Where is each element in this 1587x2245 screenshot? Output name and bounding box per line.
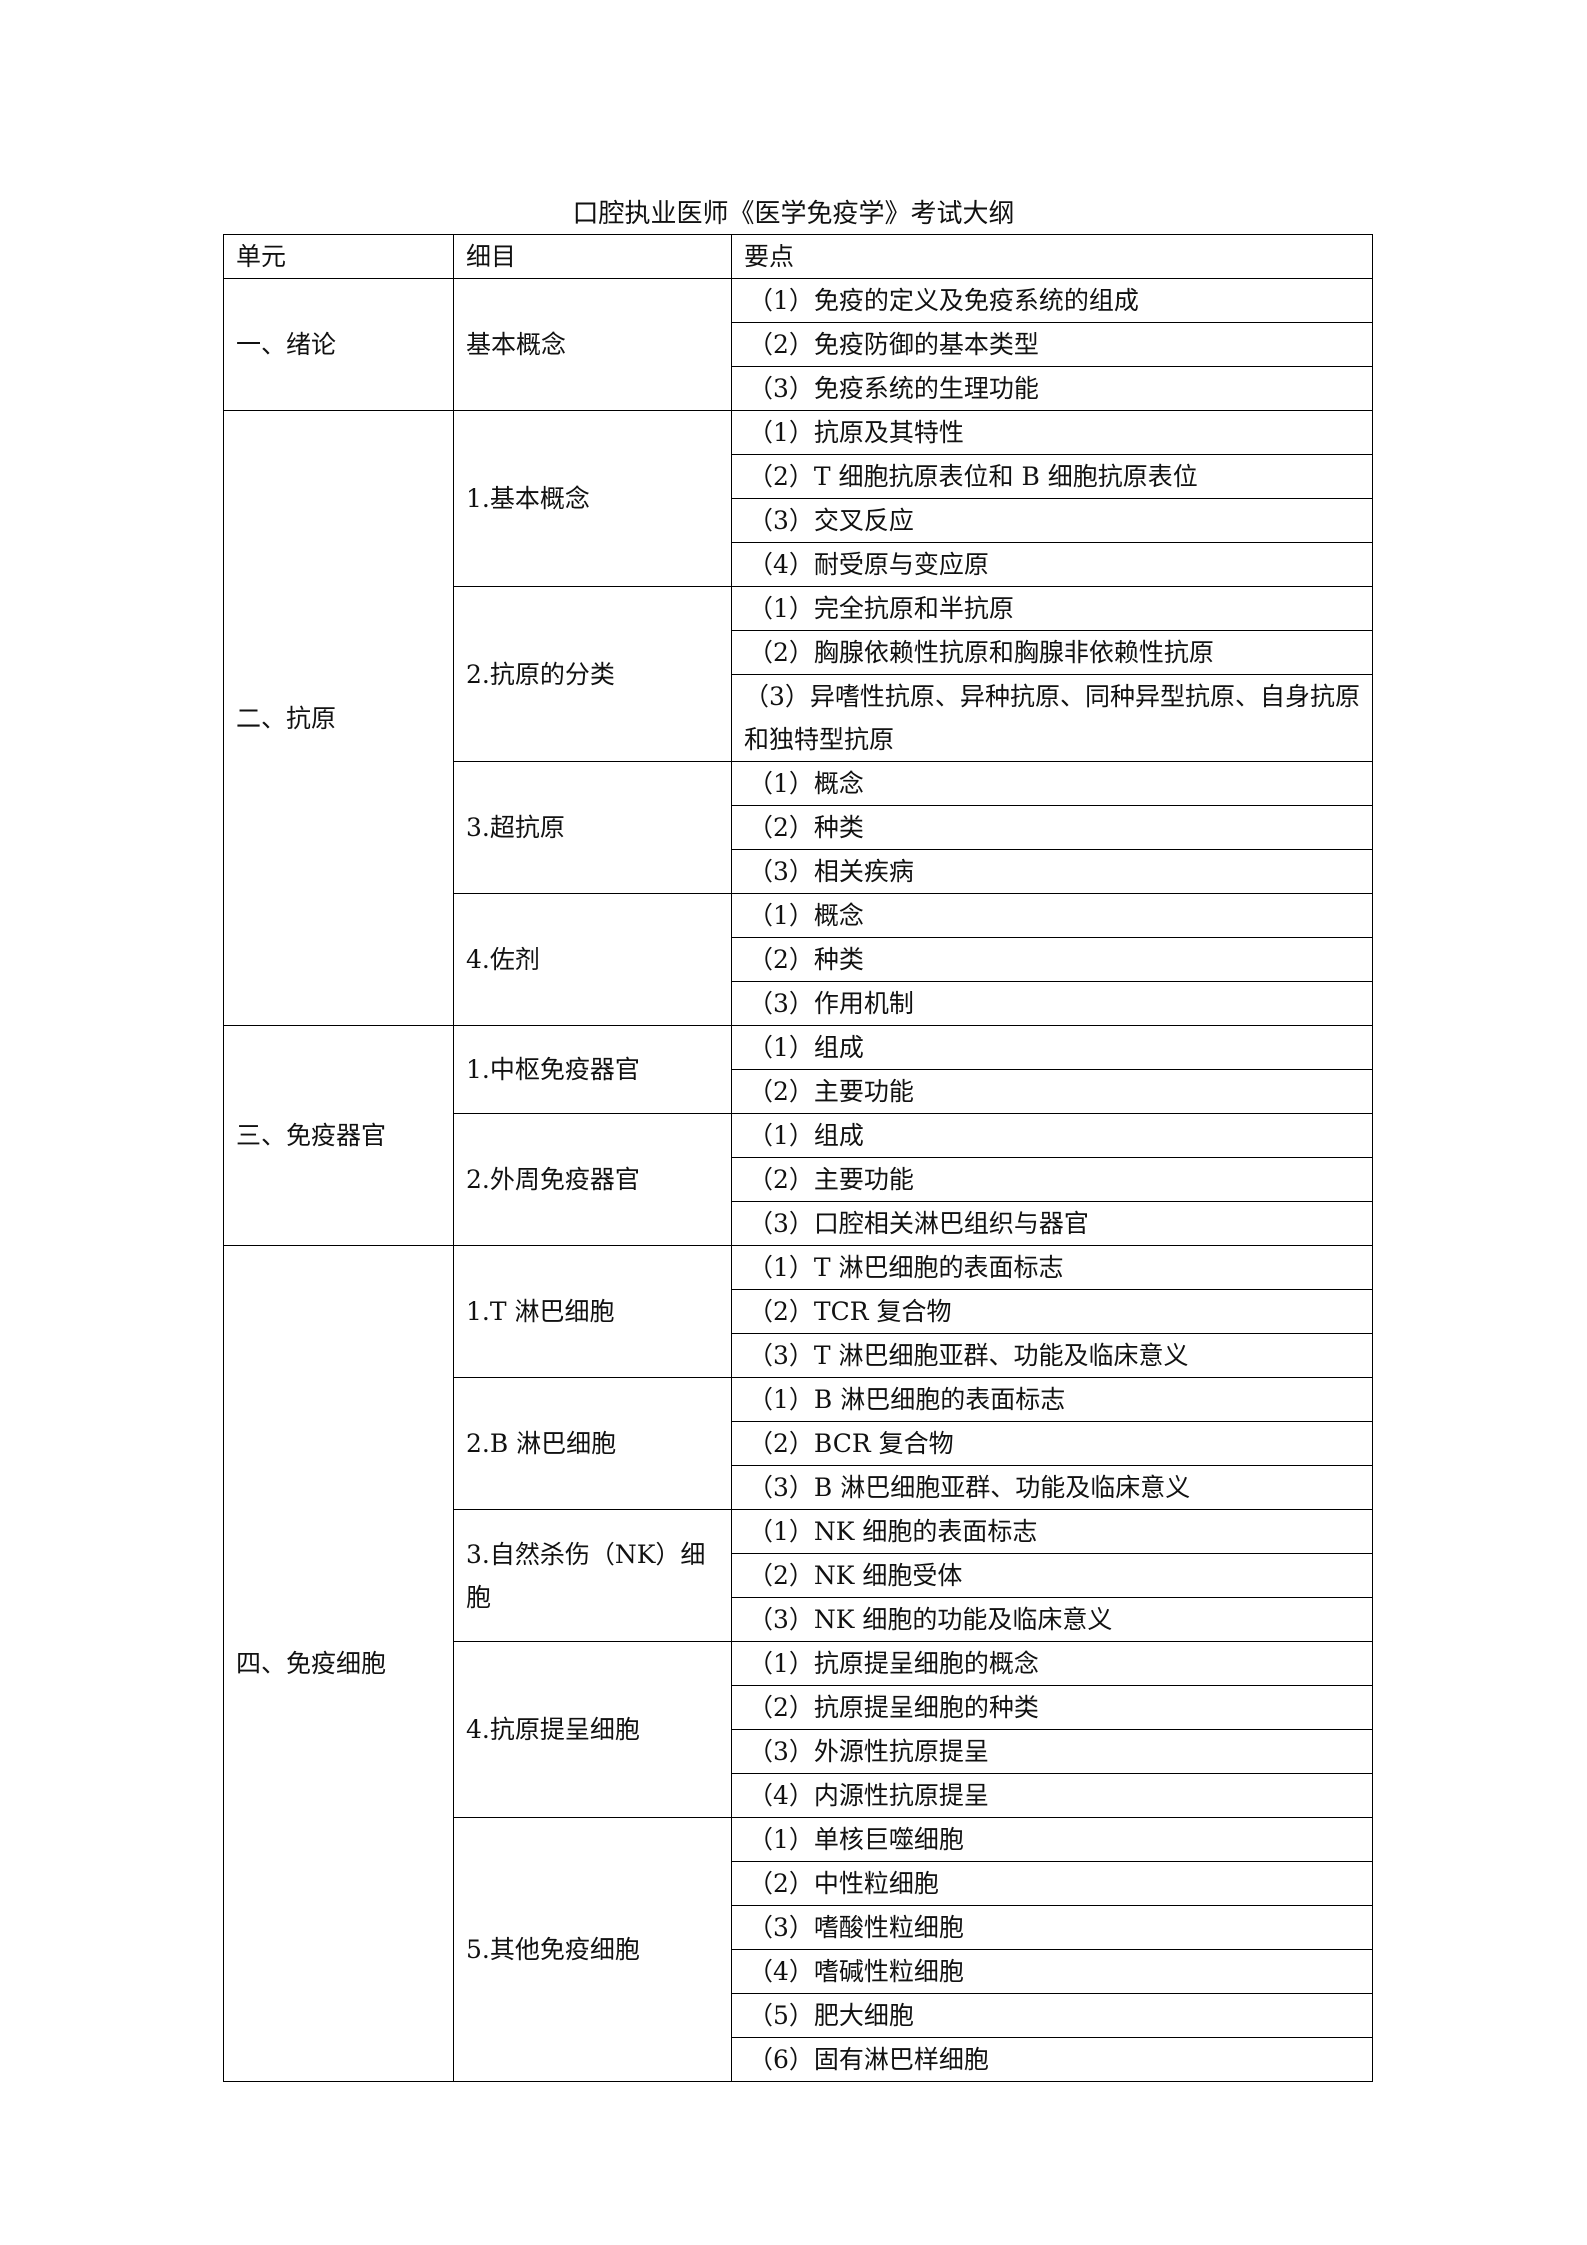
point-cell: （2）抗原提呈细胞的种类	[731, 1685, 1373, 1730]
point-cell: （1）概念	[731, 893, 1373, 938]
point-cell: （1）B 淋巴细胞的表面标志	[731, 1377, 1373, 1422]
point-cell: （4）内源性抗原提呈	[731, 1773, 1373, 1818]
item-cell: 2.抗原的分类	[453, 586, 732, 762]
point-cell: （1）抗原及其特性	[731, 410, 1373, 455]
point-cell: （1）组成	[731, 1025, 1373, 1070]
point-cell: （1）组成	[731, 1113, 1373, 1158]
table-row: 一、绪论 基本概念 （1）免疫的定义及免疫系统的组成	[223, 278, 1373, 411]
point-cell: （3）免疫系统的生理功能	[731, 366, 1373, 411]
table-row: （3）异嗜性抗原、异种抗原、同种异型抗原、自身抗原和独特型抗原	[224, 674, 1373, 762]
syllabus-table: 单元 细目 要点 一、绪论 基本概念 （1）免疫的定义及免疫系统的组成 （2）免疫防御…	[223, 234, 1373, 2082]
table-row: （2）主要功能	[224, 1069, 1373, 1114]
table-row: （2）NK 细胞受体	[224, 1553, 1373, 1598]
point-cell: （3）T 淋巴细胞亚群、功能及临床意义	[731, 1333, 1373, 1378]
item-cell: 1.T 淋巴细胞	[453, 1245, 732, 1378]
header-unit: 单元	[223, 234, 454, 279]
point-cell: （4）嗜碱性粒细胞	[731, 1949, 1373, 1994]
point-cell: （3）嗜酸性粒细胞	[731, 1905, 1373, 1950]
point-cell: （2）种类	[731, 937, 1373, 982]
point-cell: （2）主要功能	[731, 1069, 1373, 1114]
item-cell: 2.B 淋巴细胞	[453, 1377, 732, 1510]
item-cell: 5.其他免疫细胞	[453, 1817, 732, 2082]
item-cell: 基本概念	[453, 278, 732, 411]
table-row: 3.自然杀伤（NK）细胞 （1）NK 细胞的表面标志	[224, 1509, 1373, 1642]
table-row: 2.外周免疫器官 （1）组成	[224, 1113, 1373, 1246]
table-row: （2）TCR 复合物	[224, 1289, 1373, 1334]
point-cell: （1）T 淋巴细胞的表面标志	[731, 1245, 1373, 1290]
point-cell: （1）概念	[731, 761, 1373, 806]
table-row: （2）胸腺依赖性抗原和胸腺非依赖性抗原	[224, 630, 1373, 675]
table-row: 4.抗原提呈细胞 （1）抗原提呈细胞的概念	[224, 1641, 1373, 1818]
point-cell: （1）免疫的定义及免疫系统的组成	[731, 278, 1373, 323]
point-cell: （3）NK 细胞的功能及临床意义	[731, 1597, 1373, 1642]
table-row: （2）主要功能	[224, 1157, 1373, 1202]
point-cell: （2）胸腺依赖性抗原和胸腺非依赖性抗原	[731, 630, 1373, 675]
table-row: （2）免疫防御的基本类型	[224, 322, 1373, 367]
table-row: 4.佐剂 （1）概念	[224, 893, 1373, 1026]
header-points: 要点	[731, 234, 1373, 279]
table-row: （3）嗜酸性粒细胞	[224, 1905, 1373, 1950]
table-row: 二、抗原 1.基本概念 （1）抗原及其特性	[223, 410, 1373, 1026]
point-cell: （1）完全抗原和半抗原	[731, 586, 1373, 631]
table-row: （2）种类	[224, 937, 1373, 982]
unit-cell: 三、免疫器官	[223, 1025, 454, 1246]
point-cell: （2）TCR 复合物	[731, 1289, 1373, 1334]
point-cell: （2）中性粒细胞	[731, 1861, 1373, 1906]
item-cell: 2.外周免疫器官	[453, 1113, 732, 1246]
point-cell: （1）抗原提呈细胞的概念	[731, 1641, 1373, 1686]
document-title: 口腔执业医师《医学免疫学》考试大纲	[572, 199, 1015, 229]
point-cell: （4）耐受原与变应原	[731, 542, 1373, 587]
point-cell: （3）外源性抗原提呈	[731, 1729, 1373, 1774]
point-cell: （3）B 淋巴细胞亚群、功能及临床意义	[731, 1465, 1373, 1510]
table-row: （3）外源性抗原提呈	[224, 1729, 1373, 1774]
point-cell: （2）BCR 复合物	[731, 1421, 1373, 1466]
table-row: （3）免疫系统的生理功能	[224, 366, 1373, 411]
item-cell: 1.基本概念	[453, 410, 732, 587]
table-row: 三、免疫器官 1.中枢免疫器官 （1）组成	[223, 1025, 1373, 1246]
point-cell: （2）T 细胞抗原表位和 B 细胞抗原表位	[731, 454, 1373, 499]
table-row: 3.超抗原 （1）概念	[224, 761, 1373, 894]
table-row: （2）T 细胞抗原表位和 B 细胞抗原表位	[224, 454, 1373, 499]
table-row: （5）肥大细胞	[224, 1993, 1373, 2038]
item-cell: 1.中枢免疫器官	[453, 1025, 732, 1114]
table-row: （4）嗜碱性粒细胞	[224, 1949, 1373, 1994]
point-cell: （3）异嗜性抗原、异种抗原、同种异型抗原、自身抗原和独特型抗原	[731, 674, 1373, 762]
table-row: 5.其他免疫细胞 （1）单核巨噬细胞	[224, 1817, 1373, 2082]
point-cell: （1）NK 细胞的表面标志	[731, 1509, 1373, 1554]
item-cell: 4.抗原提呈细胞	[453, 1641, 732, 1818]
header-item: 细目	[453, 234, 732, 279]
point-cell: （6）固有淋巴样细胞	[731, 2037, 1373, 2082]
point-cell: （2）主要功能	[731, 1157, 1373, 1202]
point-cell: （3）交叉反应	[731, 498, 1373, 543]
table-row: （3）T 淋巴细胞亚群、功能及临床意义	[224, 1333, 1373, 1378]
unit-cell: 四、免疫细胞	[223, 1245, 454, 2082]
table-row: （2）中性粒细胞	[224, 1861, 1373, 1906]
table-row: （6）固有淋巴样细胞	[224, 2037, 1373, 2082]
point-cell: （1）单核巨噬细胞	[731, 1817, 1373, 1862]
item-cell: 3.自然杀伤（NK）细胞	[453, 1509, 732, 1642]
point-cell: （2）免疫防御的基本类型	[731, 322, 1373, 367]
header-row: 单元 细目 要点	[223, 234, 1373, 279]
table-row: （2）BCR 复合物	[224, 1421, 1373, 1466]
point-cell: （3）相关疾病	[731, 849, 1373, 894]
point-cell: （3）口腔相关淋巴组织与器官	[731, 1201, 1373, 1246]
table-row: 四、免疫细胞 1.T 淋巴细胞 （1）T 淋巴细胞的表面标志	[223, 1245, 1373, 2082]
table-row: （3）B 淋巴细胞亚群、功能及临床意义	[224, 1465, 1373, 1510]
point-cell: （5）肥大细胞	[731, 1993, 1373, 2038]
item-cell: 4.佐剂	[453, 893, 732, 1026]
table-row: （3）作用机制	[224, 981, 1373, 1026]
point-cell: （3）作用机制	[731, 981, 1373, 1026]
table-row: （2）种类	[224, 805, 1373, 850]
point-cell: （2）NK 细胞受体	[731, 1553, 1373, 1598]
point-cell: （2）种类	[731, 805, 1373, 850]
table-row: （3）口腔相关淋巴组织与器官	[224, 1201, 1373, 1246]
unit-cell: 一、绪论	[223, 278, 454, 411]
unit-cell: 二、抗原	[223, 410, 454, 1026]
table-row: 2.B 淋巴细胞 （1）B 淋巴细胞的表面标志	[224, 1377, 1373, 1510]
item-cell: 3.超抗原	[453, 761, 732, 894]
table-row: （4）内源性抗原提呈	[224, 1773, 1373, 1818]
